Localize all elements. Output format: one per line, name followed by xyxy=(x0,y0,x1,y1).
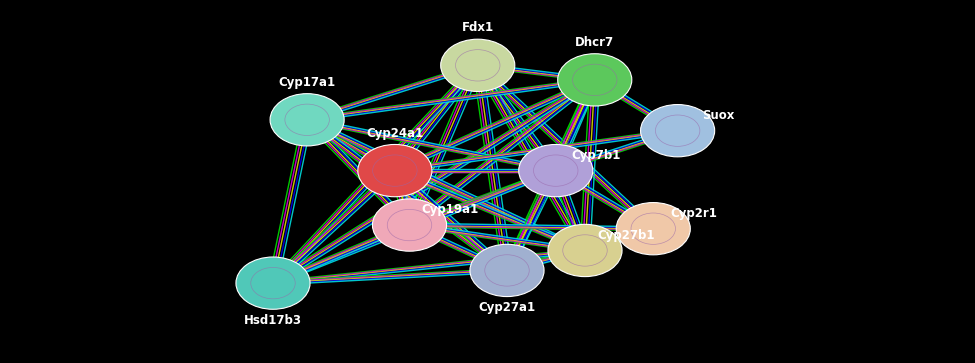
Text: Cyp24a1: Cyp24a1 xyxy=(367,127,423,140)
Text: Cyp27b1: Cyp27b1 xyxy=(597,229,654,241)
Ellipse shape xyxy=(572,64,617,95)
Ellipse shape xyxy=(519,144,593,197)
Ellipse shape xyxy=(631,213,676,244)
Ellipse shape xyxy=(563,235,607,266)
Ellipse shape xyxy=(372,155,417,186)
Ellipse shape xyxy=(470,244,544,297)
Text: Cyp2r1: Cyp2r1 xyxy=(671,207,718,220)
Text: Cyp27a1: Cyp27a1 xyxy=(479,301,535,314)
Ellipse shape xyxy=(548,224,622,277)
Text: Dhcr7: Dhcr7 xyxy=(575,36,614,49)
Text: Fdx1: Fdx1 xyxy=(462,21,493,34)
Ellipse shape xyxy=(485,255,529,286)
Text: Suox: Suox xyxy=(702,109,734,122)
Ellipse shape xyxy=(616,203,690,255)
Ellipse shape xyxy=(285,104,330,135)
Text: Hsd17b3: Hsd17b3 xyxy=(244,314,302,327)
Ellipse shape xyxy=(372,199,447,251)
Ellipse shape xyxy=(358,144,432,197)
Ellipse shape xyxy=(533,155,578,186)
Text: Cyp7b1: Cyp7b1 xyxy=(571,149,621,162)
Text: Cyp19a1: Cyp19a1 xyxy=(421,203,479,216)
Ellipse shape xyxy=(387,209,432,241)
Ellipse shape xyxy=(251,268,295,299)
Ellipse shape xyxy=(641,105,715,157)
Ellipse shape xyxy=(236,257,310,309)
Ellipse shape xyxy=(655,115,700,146)
Ellipse shape xyxy=(455,50,500,81)
Ellipse shape xyxy=(558,54,632,106)
Ellipse shape xyxy=(441,39,515,91)
Text: Cyp17a1: Cyp17a1 xyxy=(279,76,335,89)
Ellipse shape xyxy=(270,94,344,146)
